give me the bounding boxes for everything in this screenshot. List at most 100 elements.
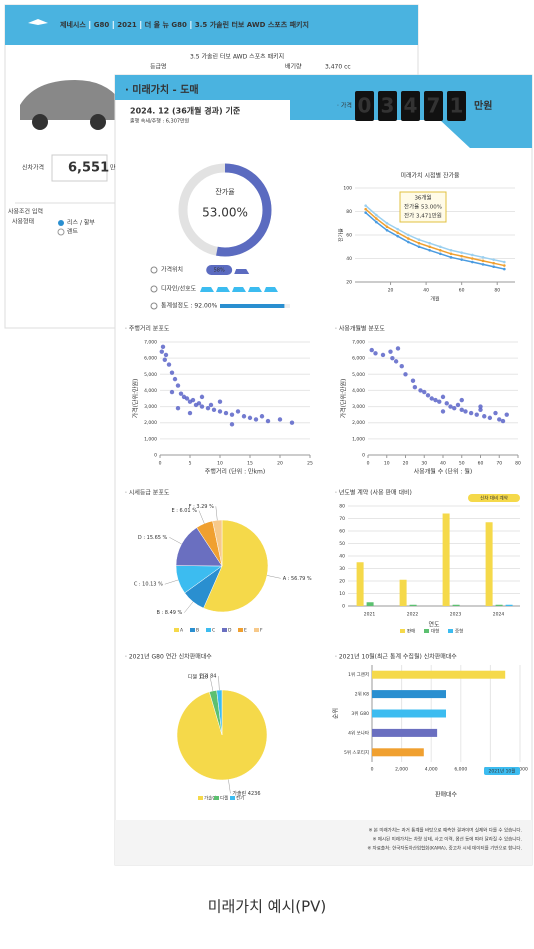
- front-title: · 미래가치 - 도매: [125, 83, 199, 96]
- price-label: 신차가격: [22, 164, 44, 172]
- option: 리스 / 할부: [67, 219, 95, 227]
- car-icon: [216, 287, 230, 292]
- scatter-point: [253, 417, 259, 422]
- line-point: [385, 221, 389, 225]
- footer-band: [115, 820, 532, 865]
- tooltip-line: 잔가 3,471만원: [404, 212, 442, 220]
- y-axis-label: 잔가율: [338, 228, 345, 242]
- line-point: [492, 258, 495, 261]
- footer-note: ※ 본 미래가치는 과거 통계를 바탕으로 예측한 결과이며 실제와 다를 수 …: [369, 827, 522, 834]
- line-point: [471, 257, 474, 260]
- y-tick-label: 7,000: [144, 340, 157, 346]
- line-point: [439, 252, 442, 256]
- digit-box: [447, 91, 466, 121]
- digit-box: [424, 91, 443, 121]
- x-tick-label: 0: [367, 461, 370, 467]
- footer-note: ※ 제시된 미래가치는 차량 상태, 사고 이력, 옵션 등에 따라 달라질 수…: [373, 836, 522, 843]
- chart-title: 미래가치 시점별 잔가율: [400, 172, 459, 180]
- slice-label: B : 8.49 %: [157, 610, 183, 616]
- x-tick-label: 20: [388, 288, 394, 294]
- y-tick-label: 20: [339, 579, 345, 585]
- line-point: [385, 229, 389, 232]
- line-point: [439, 248, 442, 252]
- legend-label: 가솔린: [204, 795, 216, 802]
- scatter-point: [241, 414, 247, 419]
- scatter-point: [205, 405, 211, 411]
- tooltip-line: 잔가율 53.00%: [404, 203, 442, 211]
- position-label: 가격위치: [161, 266, 183, 274]
- scatter-point: [247, 415, 253, 421]
- chart-title: · 주행거리 분포도: [125, 325, 170, 333]
- y-tick-label: 40: [346, 256, 352, 262]
- car-icon: [234, 269, 250, 274]
- scatter-point: [500, 418, 506, 424]
- x-tick-label: 2,000: [395, 767, 408, 773]
- line-point: [396, 231, 399, 234]
- line-point: [460, 251, 463, 254]
- legend-label: 판매: [407, 628, 415, 635]
- label-leader: [218, 676, 220, 691]
- radio[interactable]: [57, 228, 65, 236]
- scatter-point: [448, 404, 453, 409]
- y-tick-label: 5위 스포티지: [344, 749, 369, 756]
- line-point: [460, 258, 463, 261]
- x-tick-label: 10: [217, 461, 223, 467]
- x-tick-label: 70: [496, 461, 502, 467]
- y-tick-label: 6,000: [144, 356, 157, 362]
- price-unit: 만원: [474, 99, 492, 112]
- footer-note: ※ 자료출처: 한국자동차산업협회(KAMA), 중고차 시세 데이터를 기반으…: [367, 845, 522, 852]
- scatter-point: [172, 376, 178, 382]
- breadcrumb-item: 2021: [117, 21, 137, 29]
- line-point: [449, 252, 453, 256]
- line-point: [481, 263, 485, 266]
- price-digit: 0: [358, 94, 372, 118]
- car-wheel: [90, 114, 106, 130]
- scatter-point: [373, 351, 378, 356]
- sub: 출행 속세/주행 : 6,307만원: [130, 118, 190, 125]
- scatter-point: [437, 399, 442, 404]
- legend-label: 전기: [236, 795, 244, 802]
- x-tick-label: 80: [494, 288, 500, 294]
- slice-label: C : 10.13 %: [134, 582, 163, 588]
- x-tick-label: 80: [515, 461, 521, 467]
- y-tick-label: 60: [346, 233, 352, 239]
- scatter-point: [175, 405, 181, 411]
- line-point: [407, 240, 410, 244]
- x-axis-label: 사용개월 수 (단위 : 월): [414, 468, 473, 476]
- x-tick-label: 20: [277, 461, 283, 467]
- scatter-point: [459, 397, 464, 403]
- price-digit: 7: [427, 94, 441, 118]
- x-axis-label: 판매대수: [435, 791, 458, 799]
- logo: [28, 19, 48, 25]
- scatter-point: [478, 404, 483, 409]
- scatter-point: [229, 422, 235, 427]
- scatter-point: [478, 407, 483, 412]
- caption: 미래가치 예시(PV): [208, 898, 327, 916]
- line-point: [375, 213, 378, 217]
- x-tick-label: 6,000: [454, 767, 467, 773]
- digit-box: [355, 91, 374, 121]
- line-series: [365, 208, 505, 267]
- pie-slice: [203, 519, 269, 613]
- badge: [468, 494, 520, 502]
- chart-title: · 2021년 10월(최근 통계 수집월) 신차판매대수: [335, 653, 457, 661]
- scatter-point: [163, 352, 169, 358]
- scatter-point: [175, 383, 181, 388]
- line-point: [449, 256, 453, 259]
- line-point: [428, 248, 431, 252]
- line-point: [417, 238, 421, 241]
- scatter-point: [169, 370, 175, 375]
- scatter-point: [452, 405, 457, 411]
- line-point: [439, 245, 442, 249]
- scatter-point: [289, 420, 295, 425]
- legend-swatch: [238, 628, 243, 632]
- radio-checked[interactable]: [58, 220, 64, 226]
- y-tick-label: 70: [339, 516, 345, 522]
- scatter-point: [403, 372, 408, 377]
- scatter-point: [395, 346, 401, 351]
- slice-label: A : 56.79 %: [283, 576, 312, 582]
- bar: [356, 562, 364, 606]
- scatter-point: [487, 415, 493, 421]
- slice-label: 전기 84: [199, 673, 216, 680]
